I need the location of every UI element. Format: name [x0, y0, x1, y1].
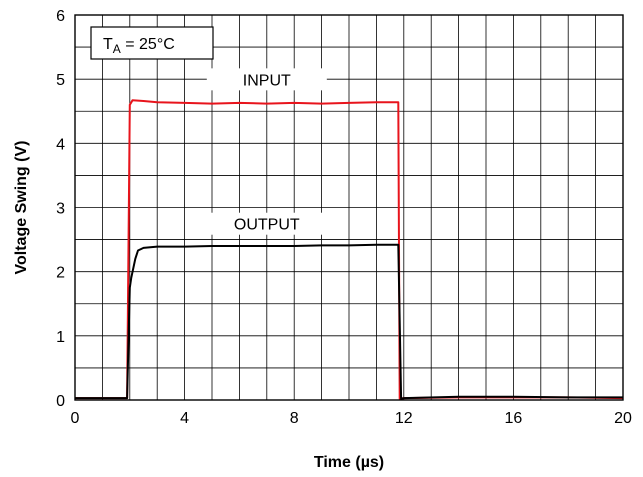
x-tick-label: 0: [71, 410, 80, 427]
series-label-background: [206, 68, 327, 91]
annotation-text: TA = 25°C: [103, 36, 175, 56]
x-axis-title: Time (µs): [314, 454, 384, 471]
y-tick-label: 5: [56, 72, 65, 89]
annotation-main: T: [103, 36, 113, 53]
x-tick-label: 4: [180, 410, 189, 427]
plot-frame: [74, 14, 624, 401]
x-tick-label: 8: [290, 410, 299, 427]
x-tick-label: 16: [505, 410, 523, 427]
series-line-output: [75, 243, 623, 400]
series-labels: INPUT OUTPUT: [206, 68, 327, 235]
x-tick-label: 20: [614, 410, 632, 427]
annotation-box: [90, 26, 214, 60]
y-tick-label: 2: [56, 265, 65, 282]
y-tick-label: 4: [56, 136, 65, 153]
y-tick-label: 3: [56, 201, 65, 218]
chart-grid: [75, 15, 623, 400]
series-label-output: OUTPUT: [234, 217, 300, 234]
y-tick-label: 1: [56, 329, 65, 346]
series-label-background: [206, 212, 327, 235]
annotation-rest: = 25°C: [121, 36, 175, 53]
y-tick-label: 6: [56, 8, 65, 25]
series-label-input: INPUT: [243, 72, 291, 89]
series-layer: [75, 99, 624, 400]
y-axis-title: Voltage Swing (V): [13, 141, 30, 275]
annotation-subscript: A: [113, 42, 121, 56]
x-tick-label: 12: [395, 410, 413, 427]
temperature-annotation: TA = 25°C: [90, 26, 214, 60]
y-tick-label: 0: [56, 393, 65, 410]
